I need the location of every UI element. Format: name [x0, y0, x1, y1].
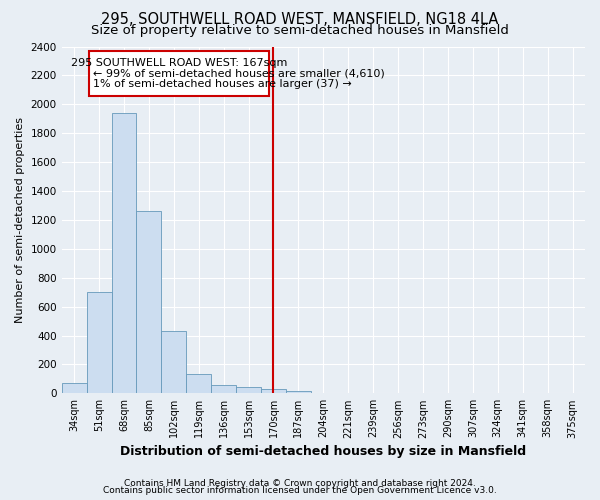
X-axis label: Distribution of semi-detached houses by size in Mansfield: Distribution of semi-detached houses by …	[120, 444, 526, 458]
Text: 295 SOUTHWELL ROAD WEST: 167sqm: 295 SOUTHWELL ROAD WEST: 167sqm	[71, 58, 287, 68]
Text: 1% of semi-detached houses are larger (37) →: 1% of semi-detached houses are larger (3…	[93, 79, 352, 89]
FancyBboxPatch shape	[89, 51, 269, 96]
Bar	[236, 387, 261, 394]
Bar	[161, 331, 186, 394]
Text: Size of property relative to semi-detached houses in Mansfield: Size of property relative to semi-detach…	[91, 24, 509, 37]
Bar	[112, 113, 136, 394]
Text: Contains HM Land Registry data © Crown copyright and database right 2024.: Contains HM Land Registry data © Crown c…	[124, 478, 476, 488]
Bar	[86, 292, 112, 394]
Text: Contains public sector information licensed under the Open Government Licence v3: Contains public sector information licen…	[103, 486, 497, 495]
Bar	[211, 384, 236, 394]
Bar	[186, 374, 211, 394]
Bar	[286, 390, 311, 394]
Bar	[62, 383, 86, 394]
Bar	[261, 389, 286, 394]
Text: 295, SOUTHWELL ROAD WEST, MANSFIELD, NG18 4LA: 295, SOUTHWELL ROAD WEST, MANSFIELD, NG1…	[101, 12, 499, 28]
Text: ← 99% of semi-detached houses are smaller (4,610): ← 99% of semi-detached houses are smalle…	[93, 68, 385, 78]
Bar	[136, 211, 161, 394]
Y-axis label: Number of semi-detached properties: Number of semi-detached properties	[15, 117, 25, 323]
